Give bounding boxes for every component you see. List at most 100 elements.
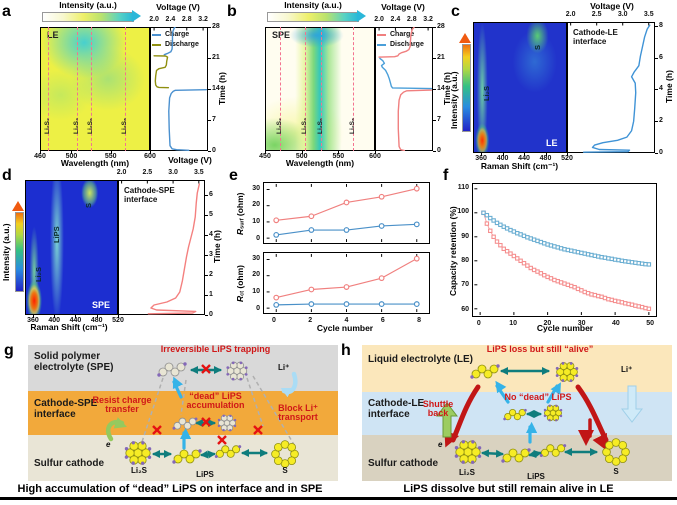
time-tick-mark (433, 89, 436, 90)
species-label: Li₂S₄ (72, 117, 80, 135)
annotation-block-li: Block Li⁺ transport (278, 403, 318, 423)
colorbar-arrow-a-icon (132, 10, 141, 22)
x-tick-mark (567, 153, 568, 156)
voltage-tick-label: 2.0 (149, 16, 159, 23)
x-axis-title-b: Wavelength (nm) (285, 158, 355, 168)
x-tick-mark (118, 315, 119, 318)
x-tick-label: 2 (308, 317, 313, 324)
colorbar-arrow-b-icon (357, 10, 366, 22)
x-axis-title-f: Cycle number (536, 323, 594, 333)
band-label-sulfur-cathode-g: Sulfur cathode (34, 458, 105, 469)
annotation-lips-alive: LiPS loss but still “alive” (486, 344, 594, 354)
y-tick-label: 10 (252, 218, 260, 226)
lips-label-h: LiPS (527, 472, 545, 481)
species-line (76, 27, 78, 151)
voltage-axis-title-d: Voltage (V) (168, 155, 212, 165)
panel-f-letter: f (443, 167, 449, 184)
x-tick-label: 450 (259, 153, 271, 160)
time-tick-label: 4 (209, 231, 213, 238)
time-tick-label: 28 (437, 23, 445, 30)
voltage-curves-a (153, 27, 208, 151)
species-label: Li₂S₆ (317, 118, 325, 134)
x-tick-label: 600 (369, 153, 381, 160)
time-tick-mark (655, 121, 658, 123)
panel-g-letter: g (4, 342, 14, 359)
y-tick-label: 110 (457, 183, 469, 191)
voltage-plot-c (567, 22, 655, 153)
y-tick-label: 10 (252, 288, 260, 296)
x-tick-label: 460 (34, 153, 46, 160)
time-tick-label: 14 (437, 85, 445, 92)
voltage-axis-title-a: Voltage (V) (156, 2, 200, 12)
legend-label: Charge (165, 31, 190, 38)
x-tick-mark (75, 315, 77, 318)
peak-label: LiPS (52, 226, 62, 244)
annotation-shuttle-back: Shuttle back (422, 399, 454, 419)
y-tick-label: 30 (252, 254, 260, 262)
voltage-tick-label: 2.8 (406, 16, 417, 23)
x-tick-label: 550 (332, 153, 345, 160)
x-tick-label: 50 (646, 320, 655, 327)
x-tick-mark (301, 151, 303, 154)
y-tick-label: 0 (256, 234, 260, 242)
e-plot-0 (263, 182, 430, 244)
x-tick-label: 500 (295, 153, 308, 160)
panel-c-letter: c (451, 3, 460, 20)
peak-label: Li₂S (33, 267, 43, 283)
voltage-axis-title-c: Voltage (V) (590, 1, 634, 11)
lips-label-g: LiPS (196, 470, 214, 479)
heatmap-b (265, 27, 375, 151)
time-tick-label: 21 (212, 54, 220, 61)
x-tick-mark (150, 151, 151, 154)
species-line (321, 27, 323, 151)
legend-dash-icon (377, 43, 386, 46)
peak-label: S (532, 44, 542, 50)
voltage-curves-c (570, 22, 651, 153)
sample-label-d: SPE (92, 300, 111, 310)
s-label-h: S (613, 467, 619, 476)
x-tick-label: 8 (417, 317, 422, 324)
x-tick-mark (96, 315, 98, 318)
time-tick-mark (655, 25, 658, 27)
colorbar-c (462, 44, 471, 132)
x-tick-label: 6 (380, 317, 385, 324)
electron-label-h: e (438, 440, 443, 449)
panel-h-letter: h (341, 342, 351, 359)
x-tick-label: 360 (475, 155, 487, 162)
colorbar-d (15, 212, 24, 292)
y-tick-label: 20 (252, 271, 260, 279)
time-tick-mark (208, 58, 211, 59)
x-tick-label: 480 (539, 155, 552, 162)
voltage-axis-title-b: Voltage (V) (381, 2, 425, 12)
voltage-tick-label: 3.0 (168, 169, 178, 176)
time-tick-label: 0 (212, 147, 216, 154)
species-line (305, 27, 307, 151)
legend-label: Discharge (165, 41, 199, 48)
y-tick-label: 60 (461, 305, 469, 313)
bottom-rule (0, 497, 677, 500)
time-tick-label: 0 (437, 147, 441, 154)
time-tick-label: 14 (212, 85, 220, 92)
time-tick-mark (205, 255, 208, 256)
x-axis-title-e: Cycle number (316, 323, 374, 333)
voltage-tick-label: 3.0 (617, 11, 628, 18)
x-tick-label: 4 (344, 317, 349, 324)
time-tick-mark (208, 27, 211, 28)
x-tick-label: 520 (112, 317, 124, 324)
voltage-tick-label: 2.5 (591, 11, 602, 18)
legend-dash-icon (152, 43, 161, 46)
x-tick-mark (338, 151, 340, 154)
x-tick-label: 400 (496, 155, 509, 162)
x-tick-mark (265, 151, 266, 154)
time-tick-label: 0 (659, 149, 663, 156)
band-cathode-spe-interface (28, 391, 338, 435)
legend-dash-icon (377, 33, 386, 36)
x-tick-label: 520 (561, 155, 573, 162)
time-tick-mark (205, 195, 208, 196)
x-tick-mark (40, 151, 41, 154)
legend-label: Discharge (390, 41, 424, 48)
x-tick-mark (481, 153, 483, 156)
species-line (353, 27, 354, 151)
x-tick-label: 500 (65, 153, 78, 160)
